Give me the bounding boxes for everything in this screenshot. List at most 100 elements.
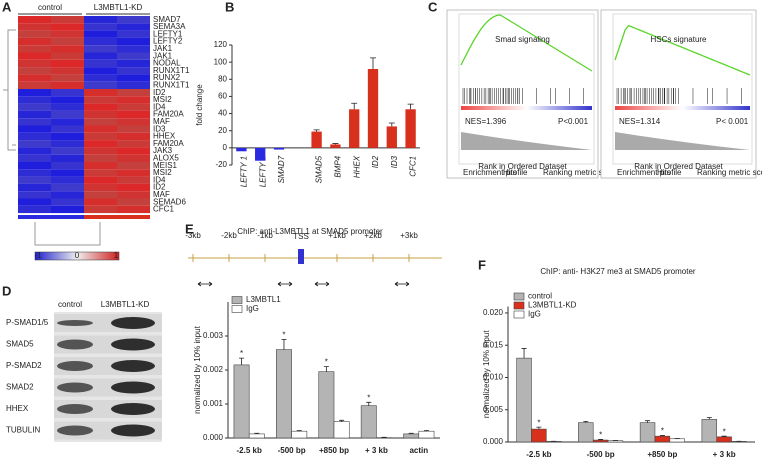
- heatmap-cell: [117, 147, 150, 155]
- y-tick-label: 20: [218, 126, 227, 135]
- dendrogram: [34, 222, 101, 246]
- x-tick-label: BMP4: [334, 155, 343, 177]
- heatmap-cell: [117, 89, 150, 97]
- heatmap-cell: [18, 37, 51, 46]
- heatmap-cell: [51, 169, 84, 177]
- heatmap-cell: [117, 67, 150, 75]
- promoter-label: -1kb: [257, 231, 273, 240]
- heatmap-cell: [51, 52, 84, 60]
- promoter-label: +1kb: [328, 231, 346, 240]
- error-bar: [721, 435, 727, 437]
- heatmap-cell: [51, 81, 84, 89]
- gene-label: MEIS1: [153, 161, 178, 170]
- error-bar: [583, 420, 589, 423]
- blot-band: [111, 338, 155, 351]
- rank-bar: [615, 106, 750, 110]
- bar: [701, 419, 718, 443]
- blot-band: [57, 425, 93, 436]
- heatmap-cell: [51, 110, 84, 119]
- x-tick-label: +850 bp: [647, 450, 677, 459]
- scale-label: 1: [114, 251, 119, 260]
- heatmap-cell: [84, 183, 117, 192]
- heatmap-cell: [18, 205, 51, 214]
- heatmap-cell: [51, 74, 84, 82]
- heatmap-cell: [117, 45, 150, 53]
- promoter-label: +3kb: [400, 231, 418, 240]
- panel-label: E: [185, 221, 194, 236]
- gsea-x-label: Rank in Ordered Dataset: [634, 162, 723, 171]
- heatmap-cell: [51, 37, 84, 46]
- gene-label: SMAD7: [153, 15, 181, 24]
- blot-band: [57, 320, 93, 326]
- heatmap-cell: [18, 89, 51, 97]
- heatmap-cell: [84, 191, 117, 199]
- promoter-label: +2kb: [364, 231, 382, 240]
- gsea-x-label: Rank in Ordered Dataset: [478, 162, 567, 171]
- gene-label: CFC1: [153, 205, 174, 214]
- legend-label: L3MBTL1: [246, 295, 281, 304]
- gsea-legend: Ranking metric scores: [697, 168, 762, 177]
- heatmap-cell: [18, 191, 51, 199]
- tss-label: TSS: [293, 232, 309, 241]
- y-tick-label: 0.005: [483, 405, 504, 414]
- heatmap-cell: [84, 162, 117, 170]
- bar: [330, 144, 341, 148]
- heatmap-cell: [117, 176, 150, 184]
- heatmap-cell: [18, 16, 51, 24]
- x-tick-label: ID2: [371, 155, 380, 168]
- bar: [669, 438, 685, 443]
- heatmap-cell: [18, 183, 51, 192]
- heatmap-cell: [51, 191, 84, 199]
- blot-band: [57, 404, 93, 414]
- heatmap-cell: [51, 125, 84, 133]
- significance-marker: *: [723, 427, 726, 436]
- heatmap-cell: [117, 162, 150, 170]
- blot-band: [111, 424, 155, 437]
- amplicon-arrow: [394, 281, 410, 287]
- legend-swatch: [513, 301, 525, 310]
- bar: [291, 430, 308, 439]
- blot-column: control: [58, 300, 82, 309]
- enrichment-curve: [614, 24, 751, 76]
- amplicon-arrow: [197, 281, 213, 287]
- bar: [236, 147, 247, 152]
- x-tick-label: SMAD7: [277, 155, 286, 183]
- heatmap-cell: [84, 59, 117, 68]
- blot-row-label: TUBULIN: [6, 426, 40, 435]
- heatmap-cell: [51, 147, 84, 155]
- panel-label: C: [428, 0, 438, 14]
- gene-label: ALOX5: [153, 153, 179, 162]
- heatmap-cell: [117, 198, 150, 206]
- x-tick-label: + 3 kb: [713, 450, 736, 459]
- x-tick-label: actin: [409, 446, 428, 455]
- gsea-legend: Enrichment profile: [617, 168, 682, 177]
- heatmap-cell: [18, 154, 51, 162]
- x-tick-label: -500 bp: [587, 450, 615, 459]
- enrichment-curve: [460, 14, 593, 72]
- legend-label: IgG: [246, 304, 259, 313]
- error-bar: [645, 420, 651, 423]
- heatmap-cell: [51, 140, 84, 148]
- heatmap-cell: [18, 169, 51, 177]
- bar: [592, 439, 609, 443]
- heatmap-cell: [84, 16, 117, 24]
- heatmap-cell: [51, 176, 84, 184]
- gene-label: JAK3: [153, 146, 173, 155]
- blot-row-label: P-SMAD1/5: [6, 318, 49, 327]
- significance-marker: *: [367, 393, 370, 402]
- gsea-p: P<0.001: [558, 117, 589, 126]
- heatmap-cell: [117, 154, 150, 162]
- heatmap-cell: [84, 74, 117, 82]
- heatmap-cell: [117, 30, 150, 38]
- heatmap-cell: [117, 191, 150, 199]
- heatmap-cell: [18, 45, 51, 53]
- group-label: L3MBTL1-KD: [94, 3, 143, 12]
- bar: [386, 126, 397, 148]
- gsea-legend: Enrichment profile: [463, 168, 528, 177]
- amplicon-arrow: [277, 281, 293, 287]
- gene-label: ID4: [153, 175, 166, 184]
- bar: [516, 357, 532, 443]
- heatmap-cell: [84, 140, 117, 148]
- x-tick-label: SMAD5: [315, 155, 324, 183]
- gene-label: RUNX1T1: [153, 80, 190, 89]
